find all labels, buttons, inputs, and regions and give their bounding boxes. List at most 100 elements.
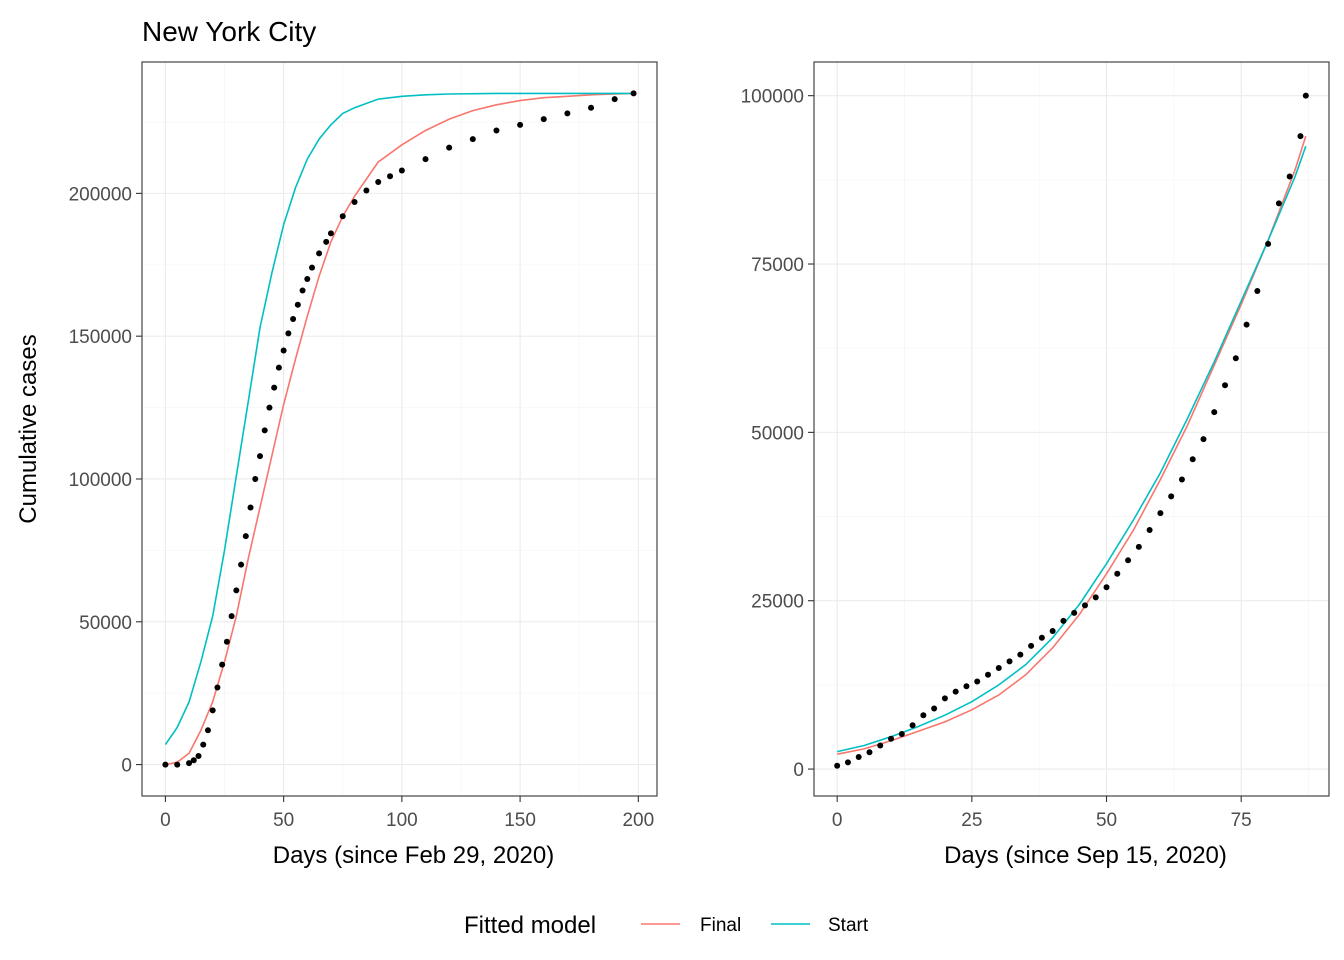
legend: Fitted model Final Start [464,912,869,939]
data-point [162,761,169,768]
data-point [1028,642,1035,649]
data-point [1103,584,1110,591]
data-point [844,759,851,766]
data-point [190,757,197,764]
data-point [375,178,382,185]
data-point [1243,321,1250,328]
data-point [363,187,370,194]
series-line-final [165,92,634,766]
x-axis-title: Days (since Sep 15, 2020) [944,842,1227,869]
data-point [1211,409,1218,416]
panel-border [141,61,658,797]
data-point [1006,658,1013,665]
data-point [266,404,273,411]
data-point [1265,240,1272,247]
data-point [1092,594,1099,601]
data-point [1222,382,1229,389]
data-point [316,250,323,257]
data-point [834,762,841,769]
data-point [1286,173,1293,180]
data-point [256,453,263,460]
data-point [469,136,476,143]
data-point [493,127,500,134]
y-tick-label: 100000 [741,87,804,108]
legend-label-final: Final [700,915,741,936]
data-point [909,722,916,729]
x-tick-label: 100 [386,810,418,831]
data-point [446,144,453,151]
legend-title: Fitted model [464,912,596,939]
panel-border [813,61,1330,797]
series-line-start [164,92,634,746]
y-tick-label: 50000 [79,613,132,634]
data-point [1168,493,1175,500]
data-point [517,121,524,128]
x-tick-label: 0 [832,810,843,831]
right-panel: 0 25 50 75 0 25000 50000 75000 100000 Days (since… [741,61,1330,869]
data-point [1157,510,1164,517]
data-point [422,156,429,163]
data-point [304,276,311,283]
data-point [242,533,249,540]
data-point [1302,92,1309,99]
data-point [1232,355,1239,362]
x-tick-label: 0 [160,810,171,831]
data-point [1146,527,1153,534]
data-point [1038,634,1045,641]
data-point [963,683,970,690]
data-point [564,110,571,117]
data-point [299,287,306,294]
data-point [1017,651,1024,658]
data-point [294,301,301,308]
y-tick-label: 100000 [69,470,132,491]
y-tick-label: 0 [121,756,132,777]
data-point [290,316,297,323]
data-point [228,613,235,620]
data-point [327,230,334,237]
data-point [233,587,240,594]
x-tick-label: 75 [1231,810,1252,831]
data-point [1254,287,1261,294]
data-point [941,695,948,702]
data-point [280,347,287,354]
data-point [214,684,221,691]
data-point [995,665,1002,672]
data-point [888,735,895,742]
y-tick-label: 50000 [751,423,804,444]
x-tick-label: 150 [504,810,536,831]
data-point [931,705,938,712]
data-point [1081,602,1088,609]
data-point [186,760,193,767]
data-point [351,198,358,205]
data-point [200,741,207,748]
data-point [1275,200,1282,207]
data-point [275,364,282,371]
data-point [174,761,181,768]
data-point [1135,543,1142,550]
data-point [219,661,226,668]
left-panel: 0 50 100 150 200 0 50000 100000 150000 200000 Days… [15,61,658,869]
data-point [877,742,884,749]
data-point [398,167,405,174]
data-point [339,213,346,220]
data-point [285,330,292,337]
y-tick-label: 75000 [751,255,804,276]
data-point [209,707,216,714]
x-tick-label: 50 [1096,810,1117,831]
data-point [238,561,245,568]
data-point [223,638,230,645]
data-point [1114,570,1121,577]
data-point [952,688,959,695]
y-axis-title: Cumulative cases [15,334,42,523]
data-point [323,238,330,245]
y-tick-label: 150000 [69,327,132,348]
data-point [1071,609,1078,616]
data-point [974,678,981,685]
x-tick-label: 50 [273,810,294,831]
plot-title: New York City [142,16,316,47]
data-point [588,104,595,111]
x-tick-label: 200 [622,810,654,831]
x-tick-label: 25 [961,810,982,831]
data-point [898,731,905,738]
